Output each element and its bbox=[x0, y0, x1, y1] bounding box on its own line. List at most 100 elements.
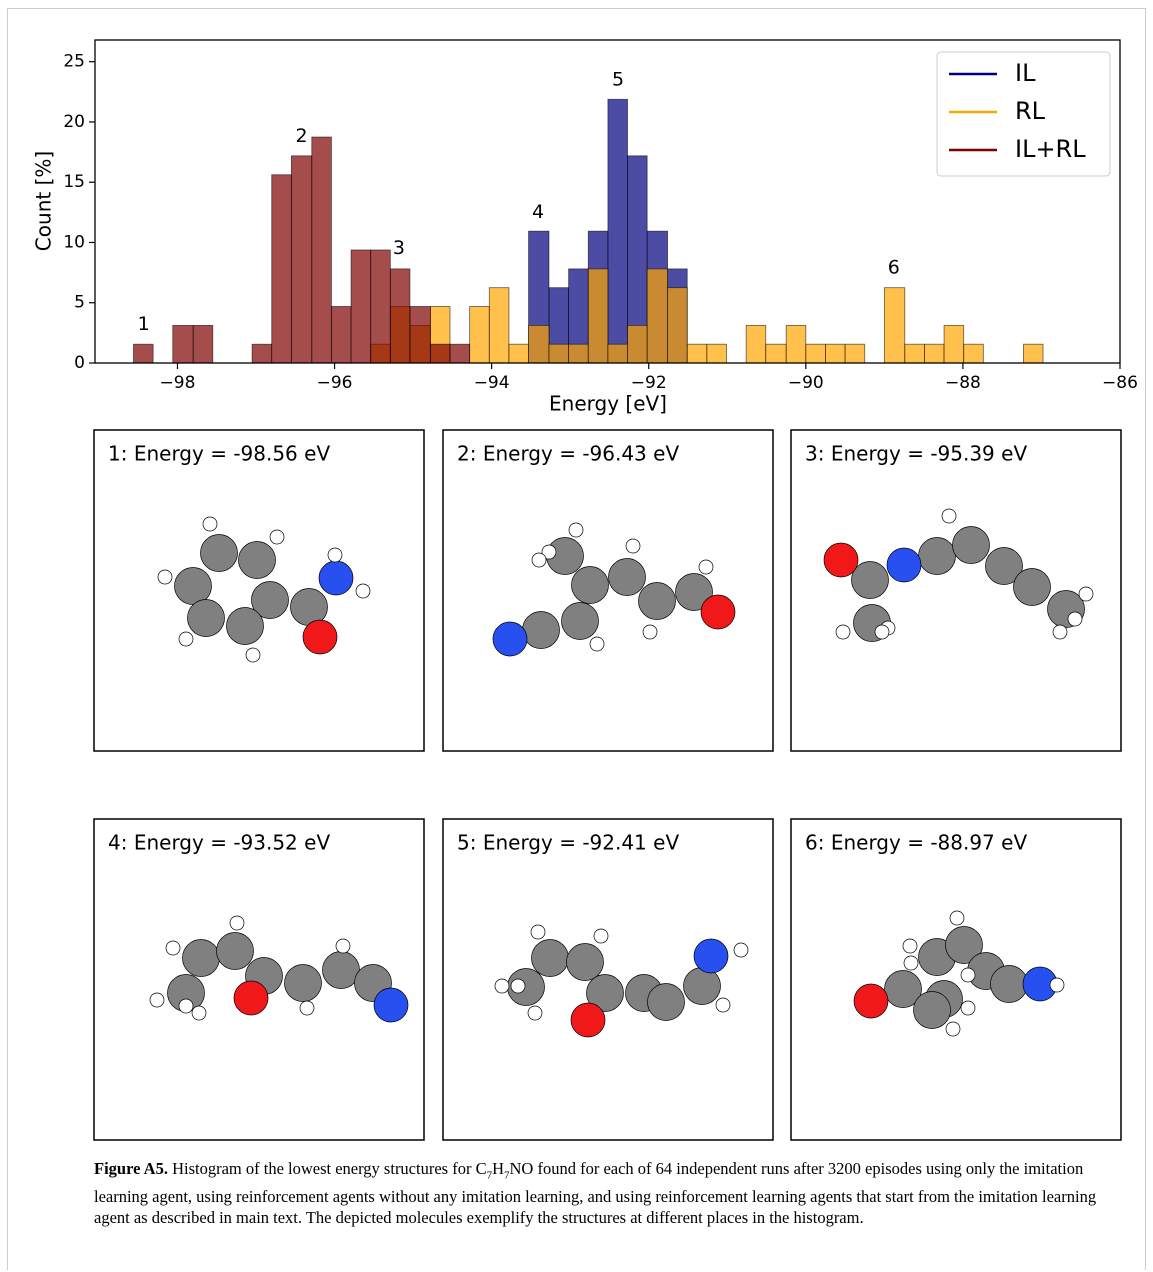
bar bbox=[192, 324, 214, 364]
legend-label: IL+RL bbox=[1015, 135, 1086, 163]
atom bbox=[835, 624, 851, 640]
legend-box bbox=[936, 51, 1111, 177]
atom bbox=[941, 508, 957, 524]
atom bbox=[566, 943, 604, 981]
bar bbox=[528, 324, 550, 364]
atom bbox=[913, 991, 951, 1029]
bar bbox=[331, 306, 352, 364]
legend-label: IL bbox=[1015, 59, 1036, 87]
y-tick-label: 10 bbox=[63, 232, 85, 252]
bar bbox=[805, 343, 826, 364]
bar bbox=[825, 343, 846, 364]
bar bbox=[627, 324, 648, 364]
bar bbox=[924, 343, 945, 364]
atom bbox=[492, 621, 528, 657]
atom bbox=[494, 978, 510, 994]
legend-label: RL bbox=[1015, 97, 1046, 125]
atom bbox=[700, 594, 736, 630]
bar bbox=[1022, 343, 1044, 364]
x-axis-label: Energy [eV] bbox=[549, 392, 667, 416]
x-tick-label: −90 bbox=[788, 373, 824, 393]
bar bbox=[607, 343, 628, 364]
atom bbox=[960, 967, 976, 983]
molecule-panel: 5: Energy = -92.41 eV bbox=[442, 818, 774, 1141]
atom bbox=[593, 928, 609, 944]
atom bbox=[299, 1000, 315, 1016]
atom bbox=[638, 582, 676, 620]
atom bbox=[608, 558, 646, 596]
atom bbox=[202, 516, 218, 532]
atom bbox=[216, 932, 254, 970]
bar bbox=[290, 155, 313, 364]
atom bbox=[187, 599, 225, 637]
caption-text: NO found for each of 64 independent runs… bbox=[94, 1159, 1097, 1228]
bar bbox=[646, 268, 668, 364]
atom bbox=[715, 997, 731, 1013]
caption-text: H bbox=[492, 1159, 504, 1178]
y-axis-label: Count [%] bbox=[32, 151, 56, 251]
atom bbox=[985, 547, 1023, 585]
atom bbox=[245, 647, 261, 663]
atom bbox=[571, 566, 609, 604]
molecule-panel: 6: Energy = -88.97 eV bbox=[790, 818, 1122, 1141]
atom bbox=[327, 547, 343, 563]
atom bbox=[945, 1021, 961, 1037]
caption-label: Figure A5. bbox=[94, 1159, 168, 1178]
atom bbox=[589, 636, 605, 652]
bar bbox=[706, 343, 727, 364]
atom bbox=[990, 965, 1028, 1003]
molecule-panel: 4: Energy = -93.52 eV bbox=[93, 818, 425, 1141]
bar bbox=[370, 249, 391, 364]
panel-frame bbox=[790, 818, 1122, 1141]
y-tick-label: 20 bbox=[63, 112, 85, 132]
bar bbox=[508, 343, 529, 364]
bar bbox=[429, 343, 451, 364]
bar bbox=[488, 287, 510, 364]
x-tick-label: −96 bbox=[317, 373, 353, 393]
atom bbox=[531, 552, 547, 568]
bar bbox=[587, 268, 609, 364]
atom bbox=[949, 910, 965, 926]
atom bbox=[853, 983, 889, 1019]
atom bbox=[1013, 568, 1051, 606]
atom bbox=[238, 541, 276, 579]
x-tick-label: −98 bbox=[160, 373, 196, 393]
atom bbox=[874, 624, 890, 640]
atom bbox=[675, 573, 713, 611]
panel-frame bbox=[790, 429, 1122, 752]
atom bbox=[302, 619, 338, 655]
atom bbox=[178, 631, 194, 647]
y-tick-label: 5 bbox=[74, 293, 85, 313]
bar bbox=[469, 306, 490, 364]
atom bbox=[178, 998, 194, 1014]
x-tick-label: −88 bbox=[945, 373, 981, 393]
atom bbox=[318, 560, 354, 596]
panel-title: 6: Energy = -88.97 eV bbox=[805, 831, 1027, 855]
atom bbox=[570, 1002, 606, 1038]
caption: Figure A5. Histogram of the lowest energ… bbox=[94, 1158, 1134, 1228]
atom bbox=[586, 974, 624, 1012]
atom bbox=[647, 983, 685, 1021]
plot-frame bbox=[94, 39, 1121, 364]
bar bbox=[963, 343, 984, 364]
atom bbox=[229, 915, 245, 931]
atom bbox=[531, 939, 569, 977]
bar bbox=[785, 324, 807, 364]
bar bbox=[389, 268, 411, 364]
bar bbox=[607, 98, 628, 364]
atom bbox=[322, 951, 360, 989]
bar bbox=[568, 343, 589, 364]
atom bbox=[527, 1005, 543, 1021]
atom bbox=[884, 970, 922, 1008]
caption-sub: 7 bbox=[504, 1169, 510, 1182]
atom bbox=[200, 534, 238, 572]
bar bbox=[667, 287, 688, 364]
atom bbox=[510, 978, 526, 994]
atom bbox=[733, 942, 749, 958]
panel-title: 3: Energy = -95.39 eV bbox=[805, 442, 1027, 466]
atom bbox=[1052, 624, 1068, 640]
bar bbox=[548, 343, 570, 364]
bar bbox=[844, 343, 866, 364]
atom bbox=[522, 611, 560, 649]
